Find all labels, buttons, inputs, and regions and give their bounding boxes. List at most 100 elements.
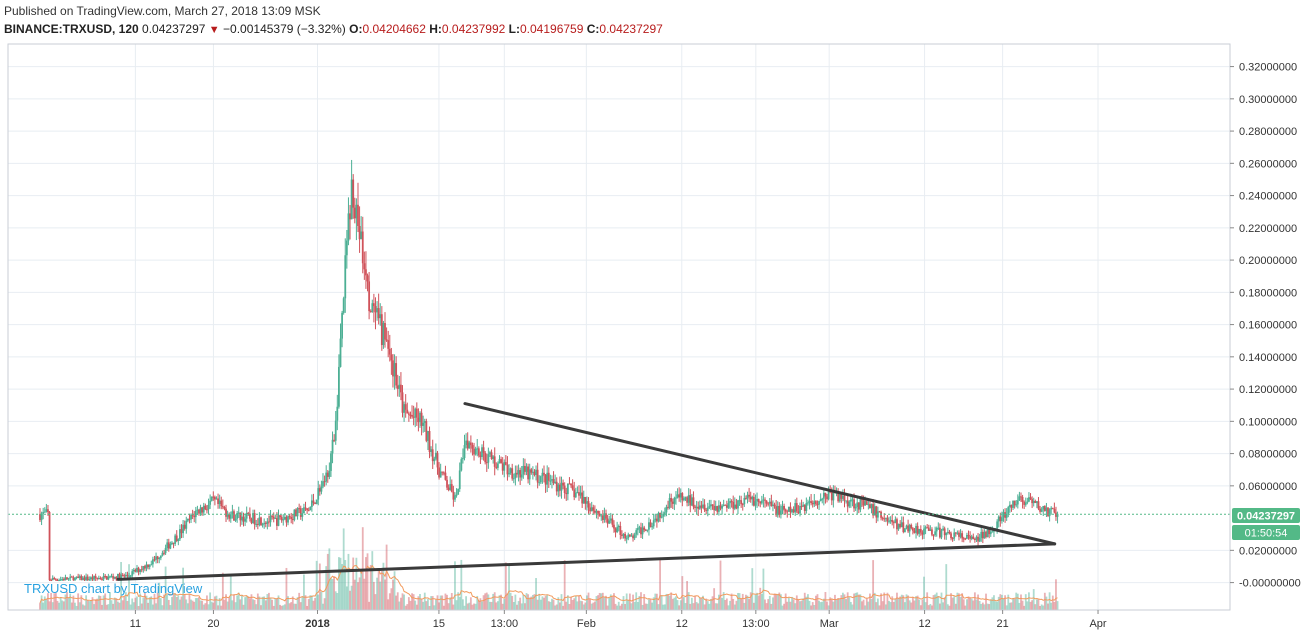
volume-bar xyxy=(447,603,450,610)
volume-bar xyxy=(919,605,922,610)
candle-body xyxy=(137,567,140,572)
symbol-label[interactable]: BINANCE:TRXUSD, 120 xyxy=(4,22,139,36)
candle-body xyxy=(663,512,666,514)
volume-bar xyxy=(312,600,315,610)
volume-bar xyxy=(516,604,518,610)
volume-bar xyxy=(800,600,803,610)
volume-bar xyxy=(981,602,984,610)
candle-body xyxy=(789,506,792,513)
candle-body xyxy=(654,518,657,521)
candle-body xyxy=(875,506,878,518)
volume-bar xyxy=(379,581,382,610)
candle-body xyxy=(873,506,876,516)
candle-body xyxy=(182,524,184,534)
volume-bar xyxy=(754,594,757,610)
volume-bar xyxy=(269,598,272,610)
trendlines[interactable] xyxy=(8,402,1230,581)
last-price-tag: 0.04237297 01:50:54 xyxy=(1232,508,1300,540)
volume-bar xyxy=(977,594,979,610)
volume-bar xyxy=(883,592,886,610)
candle-body xyxy=(465,440,468,446)
candle-body xyxy=(896,519,898,530)
volume-bar xyxy=(196,598,199,610)
volume-bar xyxy=(622,596,625,610)
candle-body xyxy=(51,578,54,581)
volume-bar xyxy=(99,595,102,610)
volume-bar xyxy=(886,592,889,610)
candle-body xyxy=(1037,501,1040,509)
volume-bar xyxy=(366,553,369,610)
plot-frame xyxy=(7,43,1231,611)
volume-bar xyxy=(759,587,762,610)
candle-body xyxy=(349,213,351,220)
candle-body xyxy=(587,501,590,508)
candle-body xyxy=(547,472,550,481)
candle-body xyxy=(956,532,959,534)
volume-bar xyxy=(660,595,663,610)
candle-body xyxy=(730,501,733,503)
volume-bar xyxy=(225,594,227,610)
volume-bar xyxy=(729,600,731,610)
candle-body xyxy=(380,314,383,346)
candle-body xyxy=(881,517,884,519)
candle-body xyxy=(345,240,348,256)
candle-body xyxy=(703,504,706,510)
candle-body xyxy=(671,501,674,504)
candle-body xyxy=(816,504,819,506)
y-tick-label: 0.16000000 xyxy=(1239,320,1297,332)
watermark[interactable]: TRXUSD chart by TradingView xyxy=(24,581,203,596)
volume-bar xyxy=(163,594,165,610)
candle-body xyxy=(724,504,727,506)
candle-body xyxy=(210,496,213,501)
candle-body xyxy=(767,503,770,505)
volume-bar xyxy=(805,596,808,610)
candle-body xyxy=(905,525,908,529)
volume-bar xyxy=(931,605,933,610)
x-axis[interactable]: 11 20 2018 15 13:00 Feb 12 13:00 Mar 12 21 Apr xyxy=(130,610,1107,630)
x-tick-label: Apr xyxy=(1089,618,1106,630)
candle-body xyxy=(180,529,183,534)
volume-bar xyxy=(296,597,299,610)
candle-body xyxy=(495,466,498,468)
x-tick-label: 12 xyxy=(918,618,930,630)
published-note: Published on TradingView.com, March 27, … xyxy=(4,4,321,18)
candle-body xyxy=(338,366,340,407)
volume-bar xyxy=(128,564,130,610)
volume-bar xyxy=(829,597,832,610)
candle-body xyxy=(919,529,922,533)
candle-body xyxy=(1047,507,1049,517)
volume-bar xyxy=(745,594,747,610)
volume-bar xyxy=(614,603,617,610)
volume-bar xyxy=(1039,605,1041,610)
volume-bar xyxy=(1048,592,1051,610)
candle-body xyxy=(1040,509,1043,512)
volume-bar xyxy=(419,593,421,610)
candle-body xyxy=(842,495,844,499)
y-tick-label: 0.20000000 xyxy=(1239,255,1297,267)
y-axis[interactable]: 0.32000000 0.30000000 0.28000000 0.26000000… xyxy=(1230,62,1301,590)
candle-body xyxy=(975,536,978,540)
candle-body xyxy=(501,463,504,471)
volume-bar xyxy=(465,596,468,610)
volume-bar xyxy=(352,557,355,610)
candle-body xyxy=(412,416,415,418)
candle-body xyxy=(117,573,119,580)
candle-body xyxy=(722,504,725,506)
candle-body xyxy=(228,514,231,519)
volume-bar xyxy=(1023,605,1026,610)
candle-body xyxy=(614,528,617,533)
candle-body xyxy=(958,532,960,537)
volume-bar xyxy=(702,595,704,610)
volume-bar xyxy=(1055,579,1057,610)
candle-body xyxy=(136,567,138,572)
candle-body xyxy=(462,458,464,460)
candle-body xyxy=(330,453,332,471)
candle-body xyxy=(1012,500,1014,508)
candle-body xyxy=(66,577,68,580)
volume-bar xyxy=(62,601,65,610)
candle-body xyxy=(256,523,259,525)
volume-bar xyxy=(579,600,582,610)
volume-bar xyxy=(772,597,774,610)
volume-bar xyxy=(760,593,763,610)
